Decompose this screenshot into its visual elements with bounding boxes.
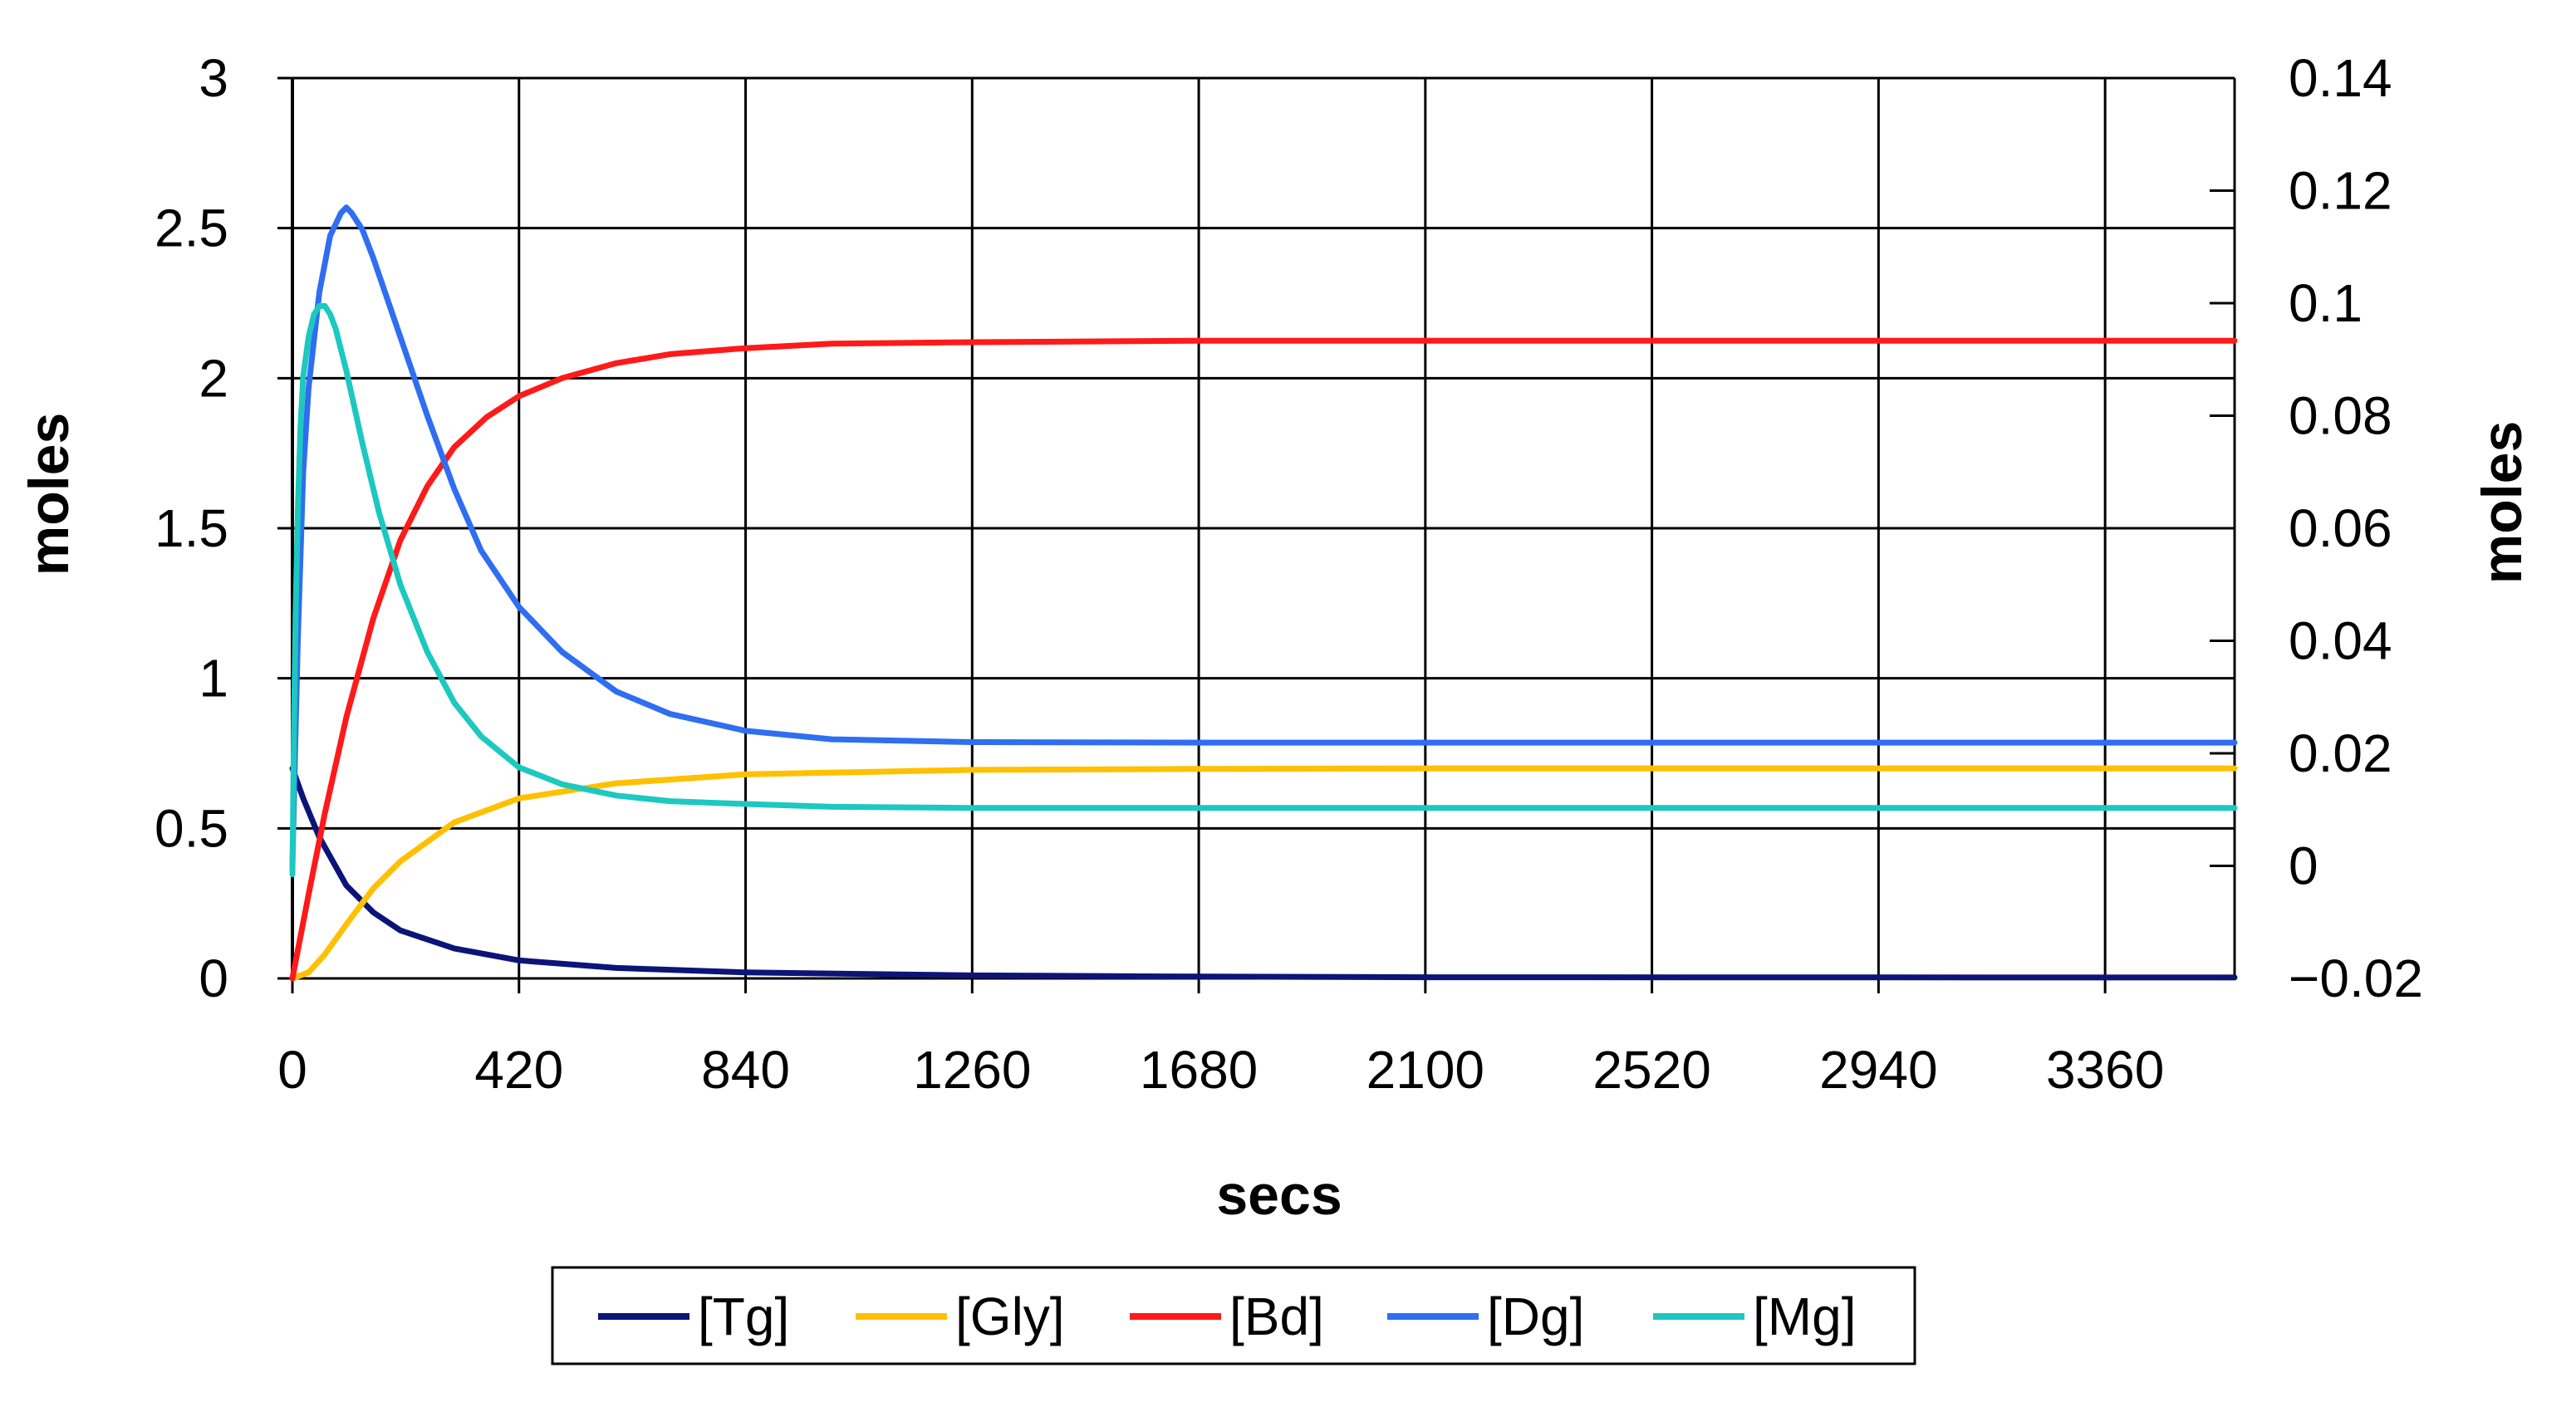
legend: [Tg] [Gly] [Bd] [Dg] [Mg] — [551, 1266, 1916, 1365]
x-tick-label: 840 — [701, 1040, 790, 1100]
legend-label-mg: [Mg] — [1753, 1287, 1856, 1346]
legend-label-dg: [Dg] — [1487, 1287, 1584, 1346]
y-tick-label-right: 0.04 — [2289, 611, 2392, 671]
series-line-bd — [289, 337, 2238, 982]
series-line-gly — [289, 765, 2238, 982]
legend-label-bd: [Bd] — [1229, 1287, 1324, 1346]
y-tick-label-right: 0.12 — [2289, 161, 2392, 221]
series-lines — [289, 204, 2238, 982]
y-tick-label-right: 0.1 — [2289, 273, 2363, 333]
y-tick-label-left: 0 — [199, 949, 228, 1008]
x-tick-label: 0 — [277, 1040, 307, 1100]
y-tick-label-left: 2.5 — [155, 199, 228, 258]
legend-label-gly: [Gly] — [955, 1287, 1065, 1346]
y-tick-label-left: 1.5 — [155, 498, 228, 558]
axes — [277, 76, 2235, 993]
grid — [291, 76, 2236, 980]
y-tick-label-right: 0.14 — [2289, 48, 2392, 108]
y-tick-label-left: 0.5 — [155, 798, 228, 858]
y-tick-label-right: 0.08 — [2289, 386, 2392, 446]
y-tick-label-right: −0.02 — [2289, 949, 2423, 1008]
x-tick-label: 2940 — [1819, 1040, 1937, 1100]
x-tick-label: 3360 — [2046, 1040, 2164, 1100]
x-axis-title: secs — [1216, 1164, 1342, 1227]
legend-label-tg: [Tg] — [698, 1287, 789, 1346]
x-tick-label: 2100 — [1367, 1040, 1484, 1100]
tick-labels: 0 420 840 1260 1680 2100 2520 2940 3360 0 0.5 1 1.5 2… — [155, 48, 2423, 1100]
x-tick-label: 2520 — [1592, 1040, 1710, 1100]
y-tick-label-right: 0 — [2289, 836, 2318, 896]
y-axis-title-left: moles — [17, 413, 81, 576]
y-axis-title-right: moles — [2471, 421, 2534, 585]
x-tick-label: 1680 — [1140, 1040, 1258, 1100]
series-line-mg — [289, 302, 2238, 878]
series-line-tg — [289, 765, 2238, 981]
y-tick-label-left: 1 — [199, 649, 228, 708]
y-tick-label-right: 0.02 — [2289, 723, 2392, 783]
y-tick-label-left: 2 — [199, 348, 228, 408]
y-tick-label-left: 3 — [199, 48, 228, 108]
y-tick-label-right: 0.06 — [2289, 498, 2392, 558]
x-tick-label: 1260 — [913, 1040, 1031, 1100]
series-line-dg — [289, 204, 2238, 869]
x-tick-label: 420 — [474, 1040, 563, 1100]
